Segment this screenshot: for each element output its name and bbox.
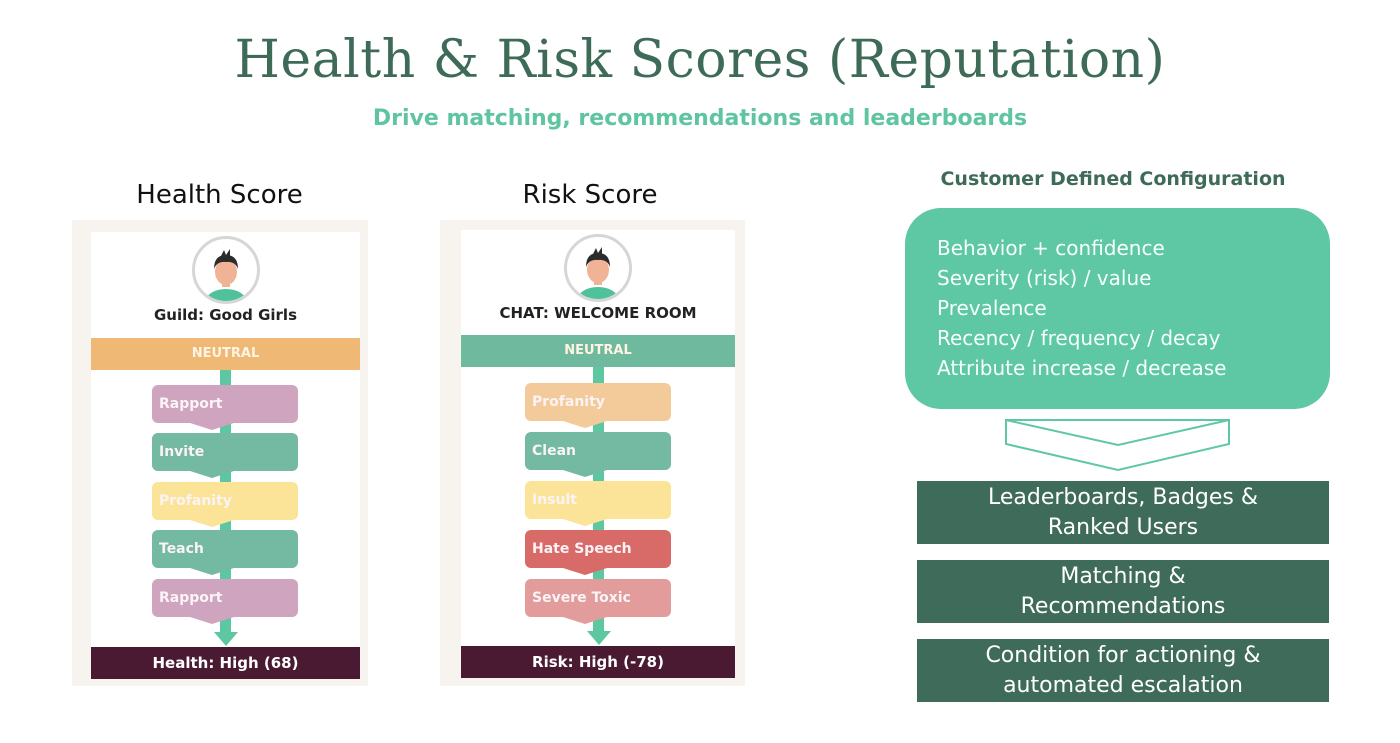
chevron-down-icon (1005, 419, 1230, 472)
flow-step: Hate Speech (525, 530, 671, 575)
config-box: Behavior + confidence Severity (risk) / … (905, 208, 1330, 409)
risk-result: Risk: High (-78) (461, 646, 735, 678)
config-item: Behavior + confidence (937, 236, 1165, 260)
start-state-band: NEUTRAL (461, 335, 735, 367)
flow-step: Teach (152, 530, 298, 575)
user-avatar-icon (564, 234, 632, 302)
outcome-line: Matching & (1060, 563, 1186, 589)
risk-card-inner: CHAT: WELCOME ROOM NEUTRAL Profanity Cle… (461, 230, 735, 678)
config-item: Severity (risk) / value (937, 266, 1152, 290)
flow-step: Severe Toxic (525, 579, 671, 624)
health-score-heading: Health Score (136, 180, 303, 210)
outcome-line: Ranked Users (1047, 514, 1199, 540)
flow-step: Invite (152, 433, 298, 478)
outcome-line: Recommendations (1020, 593, 1226, 619)
outcome-escalation: Condition for actioning & automated escal… (917, 639, 1329, 702)
risk-score-heading: Risk Score (522, 180, 658, 210)
outcome-line: Condition for actioning & (985, 642, 1261, 668)
page-title: Health & Risk Scores (Reputation) (234, 30, 1166, 90)
health-score-card: Guild: Good Girls NEUTRAL Rapport Invite… (72, 220, 368, 686)
outcome-matching: Matching & Recommendations (917, 560, 1329, 623)
flow-step: Rapport (152, 385, 298, 430)
flow-step: Profanity (525, 383, 671, 428)
health-result: Health: High (68) (91, 647, 360, 679)
outcome-line: automated escalation (1003, 672, 1243, 698)
config-item: Attribute increase / decrease (937, 356, 1227, 380)
config-heading: Customer Defined Configuration (940, 168, 1286, 190)
config-item: Recency / frequency / decay (937, 326, 1221, 350)
flow-step: Rapport (152, 579, 298, 624)
flow-step: Insult (525, 481, 671, 526)
start-state-band: NEUTRAL (91, 338, 360, 370)
page-subtitle: Drive matching, recommendations and lead… (372, 106, 1028, 131)
config-item: Prevalence (937, 296, 1047, 320)
outcome-line: Leaderboards, Badges & (987, 484, 1259, 510)
flow-step: Profanity (152, 482, 298, 527)
risk-score-card: CHAT: WELCOME ROOM NEUTRAL Profanity Cle… (440, 220, 745, 686)
health-card-inner: Guild: Good Girls NEUTRAL Rapport Invite… (91, 232, 360, 679)
entity-name: CHAT: WELCOME ROOM (499, 304, 697, 322)
entity-name: Guild: Good Girls (153, 306, 298, 324)
down-arrow-icon (587, 631, 611, 645)
flow-step: Clean (525, 432, 671, 477)
user-avatar-icon (192, 236, 260, 304)
outcome-leaderboards: Leaderboards, Badges & Ranked Users (917, 481, 1329, 544)
down-arrow-icon (214, 632, 238, 646)
